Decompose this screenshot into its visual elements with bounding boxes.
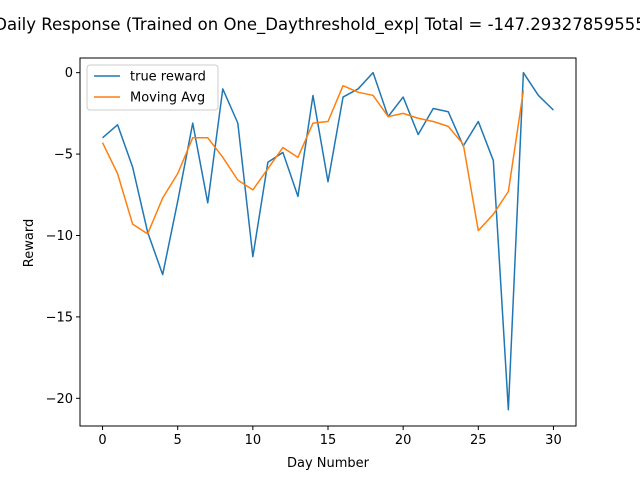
x-tick-label: 15 — [320, 433, 337, 448]
x-axis-label: Day Number — [287, 456, 370, 471]
x-tick-label: 5 — [174, 433, 182, 448]
y-tick-label: −10 — [46, 229, 73, 244]
axes: 0 5 10 15 20 25 30 0 −5 −10 −15 −20 — [46, 57, 577, 448]
x-tick-label: 20 — [395, 433, 412, 448]
y-tick-label: −20 — [46, 392, 73, 407]
x-tick-label: 25 — [470, 433, 487, 448]
y-tick-label: −15 — [46, 310, 73, 325]
y-axis-label: Reward — [22, 219, 37, 267]
x-tick-label: 30 — [545, 433, 562, 448]
legend-label: true reward — [130, 70, 206, 85]
series-lines — [101, 71, 554, 411]
series-line-true-reward — [102, 71, 554, 411]
y-tick-label: −5 — [54, 148, 73, 163]
y-tick-label: 0 — [65, 66, 73, 81]
chart-title: Daily Response (Trained on One_Daythresh… — [0, 15, 640, 35]
series-line-moving-avg — [101, 84, 525, 235]
legend: true reward Moving Avg — [86, 64, 219, 111]
x-tick-label: 0 — [98, 433, 106, 448]
x-tick-label: 10 — [245, 433, 262, 448]
legend-label: Moving Avg — [130, 91, 205, 106]
